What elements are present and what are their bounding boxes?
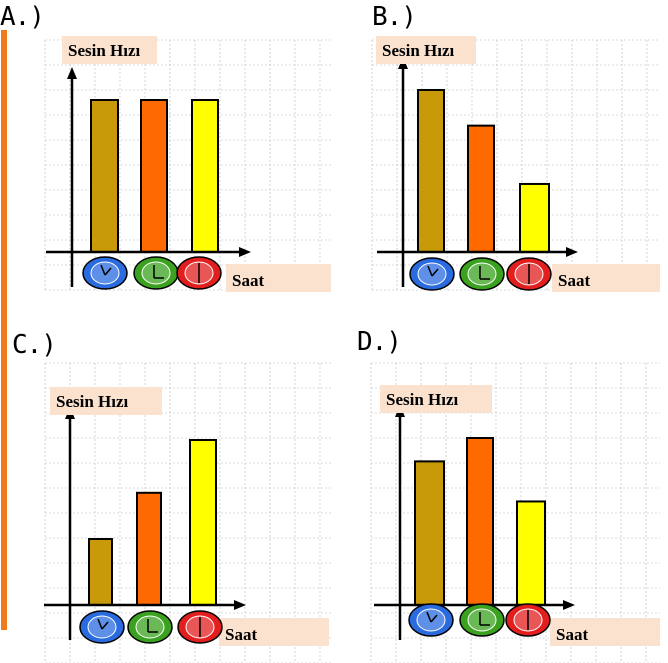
x-axis-arrow [239, 247, 251, 257]
y-axis-label-box [376, 36, 476, 64]
x-axis-arrow [563, 600, 575, 610]
clock-hand [427, 265, 433, 277]
panel-label-c: C.) [12, 330, 57, 360]
x-axis-arrow [234, 600, 246, 610]
left-accent-stripe [1, 30, 7, 630]
panel-label-d: D.) [357, 327, 402, 357]
clock-hand [430, 614, 438, 623]
clock-hand [101, 621, 109, 630]
clock-icon [459, 257, 505, 291]
clock-hand [100, 264, 106, 276]
bar-3 [189, 439, 217, 606]
y-axis-label: Sesin Hızı [56, 392, 129, 411]
clock-face [467, 608, 497, 632]
x-axis-label-box [226, 264, 331, 292]
bar-1 [417, 89, 445, 253]
x-axis-label-box [550, 618, 660, 646]
bar-1 [90, 99, 119, 253]
x-axis-label: Saat [225, 625, 257, 644]
y-axis-label-box [380, 385, 492, 413]
bar-2 [466, 437, 494, 606]
clock-icon [127, 610, 173, 644]
panel-label-b: B.) [372, 2, 417, 32]
clock-hand [426, 611, 432, 623]
y-axis-label: Sesin Hızı [68, 41, 141, 60]
clock-hand [431, 268, 439, 277]
x-axis-label: Saat [556, 625, 588, 644]
y-axis-label: Sesin Hızı [382, 41, 455, 60]
x-axis-label: Saat [558, 271, 590, 290]
x-axis-label-box [219, 618, 329, 646]
bar-3 [516, 500, 546, 606]
clock-hand [97, 618, 103, 630]
y-axis-label-box [62, 36, 157, 64]
bar-2 [467, 124, 495, 253]
panel-label-a: A.) [0, 2, 45, 32]
y-axis-label-box [50, 387, 162, 415]
bar-2 [140, 99, 168, 253]
x-axis-label: Saat [232, 271, 264, 290]
y-axis-label: Sesin Hızı [386, 390, 459, 409]
clock-icon [459, 603, 505, 637]
x-axis-arrow [566, 247, 578, 257]
y-axis-arrow [67, 67, 77, 79]
clock-hand [104, 267, 112, 276]
x-axis-label-box [552, 264, 660, 292]
bar-1 [414, 460, 445, 606]
